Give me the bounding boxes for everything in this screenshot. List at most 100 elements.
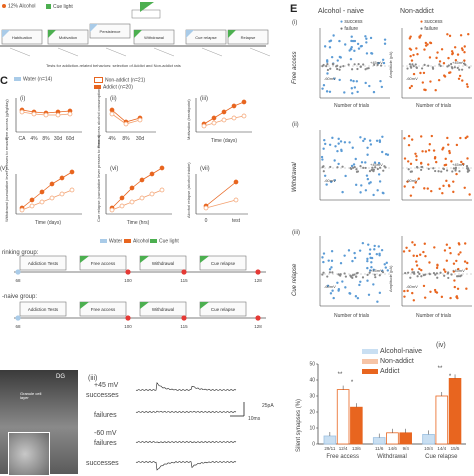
e-ii-nonaddict-success-point <box>435 160 438 164</box>
bar-1-2 <box>399 432 412 445</box>
e-ii-nonaddict-success-point <box>403 137 406 140</box>
e-iii-nonaddict-success-point <box>456 287 460 290</box>
iii-addict-point <box>231 103 237 109</box>
xlabel-vi: Time (hrs) <box>127 220 150 226</box>
e-iii-naive-success-point <box>359 280 362 283</box>
e-iii-nonaddict-failure-point <box>443 274 446 277</box>
e-iii-naive-success-point <box>383 263 386 266</box>
xtick-ii: 30d <box>136 136 145 142</box>
e-i-nonaddict-success-point <box>424 88 427 92</box>
iii-nonaddict-point <box>201 123 207 129</box>
e-i-naive-success-point <box>328 46 332 49</box>
e-iii-nonaddict-failure-point <box>439 271 442 274</box>
e-ii-naive-success-point <box>360 184 363 187</box>
e-iii-naive-success-point <box>358 249 362 252</box>
e-iii-naive-failure-point <box>361 276 365 279</box>
e-i-naive-success-point <box>365 41 368 44</box>
e-iii-nonaddict-success-point <box>415 260 418 263</box>
e-i-nonaddict-success-point <box>460 47 464 50</box>
e-ii-nonaddict-success-point <box>414 152 417 155</box>
e-ii-naive-success-point <box>369 143 373 146</box>
trace-pos-failure <box>135 410 237 413</box>
e-i-naive-success-point <box>368 84 371 88</box>
e-ii-naive-failure-point <box>364 166 367 170</box>
vii-addict-point <box>233 179 239 185</box>
drinking-timeline-day-dot <box>181 269 187 275</box>
e-ii-naive-failure-point <box>382 169 385 172</box>
e-i-nonaddict-failure-point <box>453 66 456 69</box>
e-i-nonaddict-success-point <box>412 53 415 57</box>
e-ii-naive-failure-point <box>353 166 356 169</box>
e-iii-naive-failure-point <box>381 271 385 274</box>
e-i-naive-success-point <box>365 52 369 55</box>
e-ii-nonaddict-success-point <box>448 151 451 155</box>
scale-current: 25pA <box>262 403 274 409</box>
bar-ytick-label: 30 <box>309 394 315 400</box>
e-iii-nonaddict-failure-point <box>459 275 462 278</box>
e-i-naive-success-point <box>338 55 342 59</box>
alcohol-dot-icon <box>2 4 6 8</box>
e-iii-naive-failure-point <box>355 275 358 278</box>
e-ii-naive-success-point <box>331 136 334 140</box>
e-ii-naive-success-point <box>336 149 339 153</box>
e-iii-nonaddict-success-point <box>457 242 461 245</box>
xtick-i: CA <box>19 136 27 142</box>
iii-nonaddict-point <box>211 120 217 126</box>
e-iii-nonaddict-failure-point <box>416 275 419 278</box>
trace-row-3: -60 mV <box>94 430 117 437</box>
e-i-naive-failure-point <box>331 62 334 66</box>
roman-i: (i) <box>20 96 25 102</box>
e-i-nonaddict-success-point <box>463 45 466 48</box>
e-i-naive-failure-point <box>373 63 376 66</box>
e-ii-naive-success-point <box>341 190 344 194</box>
nonaddict-bar-swatch <box>362 358 378 364</box>
e-iii-naive-success-point <box>375 252 379 256</box>
e-i-naive-success-point <box>381 58 385 62</box>
e-ii-nonaddict-failure-point <box>427 167 430 171</box>
e-ii-nonaddict-success-point <box>459 136 462 140</box>
drinking-timeline-block-label: Addiction Tests <box>28 261 59 266</box>
e-i-naive-success-point <box>377 61 380 65</box>
e-iii-nonaddict-success-point <box>465 287 468 290</box>
e-iii-nonaddict-success-point <box>415 264 419 267</box>
naive-swatch <box>362 348 378 354</box>
e-iii-naive-success-point <box>330 259 334 263</box>
e-iii-nonaddict-success-point <box>419 253 422 256</box>
bar-n-label: 13/6 <box>352 446 361 451</box>
e-ii-naive-success-point <box>339 140 343 143</box>
naive-timeline-block-label: Free access <box>91 307 116 312</box>
e-ii-naive-success-point <box>366 153 369 156</box>
col-head-nonaddict: Non-addict <box>400 8 434 15</box>
e-i-nonaddict-success-point <box>429 41 432 44</box>
silent-synapse-bar-chart: 0 10 20 30 40 50 29/11 12/4 13/6 Free access 11/6 1… <box>309 362 466 460</box>
e-iii-naive-success-point <box>341 280 344 283</box>
e-iii-naive-success-point <box>366 266 369 270</box>
e-i-naive-failure-point <box>338 68 341 71</box>
e-ii-nonaddict-success-point <box>455 143 459 147</box>
vi-nonaddict-point <box>129 199 135 205</box>
e-i-naive-success-point <box>321 87 324 90</box>
e-ii-nonaddict-failure-point <box>432 167 435 170</box>
e-i-nonaddict-success-point <box>461 79 464 82</box>
roman-v: (v) <box>0 166 7 172</box>
e-ii-nonaddict-success-point <box>433 155 437 159</box>
row-i: (i) <box>292 20 298 26</box>
e-iii-nonaddict-success-point <box>418 267 421 271</box>
e-ii-nonaddict-success-point <box>427 163 430 166</box>
v-addict-line <box>21 171 73 209</box>
e-ii-naive-success-point <box>348 141 351 144</box>
e-i-naive-success-point <box>379 79 382 83</box>
addict-bar-swatch <box>362 368 378 374</box>
micrograph-layer: Granule cell layer <box>20 391 42 400</box>
e-iii-nonaddict-success-point <box>442 268 446 271</box>
e-ii-naive-success-point <box>376 189 379 192</box>
e-ii-naive-success-point <box>324 142 327 146</box>
e-i-naive-success-point <box>349 57 353 61</box>
e-ii-naive-vlabel-pos: +45mV <box>370 162 383 167</box>
legend-cue: Cue light <box>150 239 179 244</box>
drinking-timeline-block <box>19 255 67 271</box>
e-i-nonaddict-success-point <box>410 84 413 88</box>
e-i-nonaddict-success-point <box>459 34 463 37</box>
e-i-nonaddict-vlabel-pos: +45mV <box>452 60 465 65</box>
e-iii-naive-success-point <box>385 261 388 265</box>
